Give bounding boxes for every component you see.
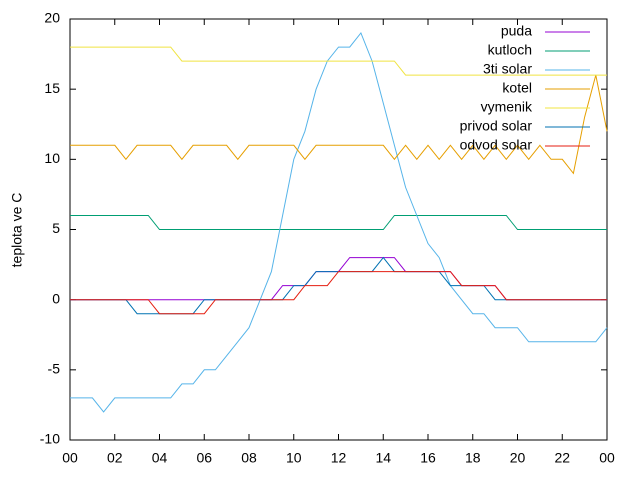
legend-label: puda	[501, 23, 532, 39]
legend-label: privod solar	[460, 118, 533, 134]
x-tick-label: 18	[465, 450, 481, 466]
legend-label: vymenik	[481, 99, 533, 115]
y-axis-label: teplota ve C	[9, 193, 25, 268]
y-tick-label: 10	[44, 150, 60, 166]
y-tick-label: 0	[52, 290, 60, 306]
x-tick-label: 20	[510, 450, 526, 466]
x-tick-label: 14	[375, 450, 391, 466]
x-tick-label: 12	[331, 450, 347, 466]
y-tick-label: 15	[44, 80, 60, 96]
y-tick-label: 5	[52, 220, 60, 236]
x-tick-label: 22	[554, 450, 570, 466]
legend-label: odvod solar	[460, 137, 533, 153]
x-tick-label: 08	[241, 450, 257, 466]
series-line	[70, 32, 608, 413]
x-tick-label: 10	[286, 450, 302, 466]
series-line	[70, 74, 608, 175]
y-tick-label: 20	[44, 10, 60, 26]
series-line	[70, 271, 607, 315]
x-tick-label: 02	[107, 450, 123, 466]
y-tick-label: -5	[48, 361, 61, 377]
series-line	[70, 46, 607, 76]
series-line	[70, 215, 607, 230]
legend-label: 3ti solar	[483, 61, 532, 77]
x-tick-label: 16	[420, 450, 436, 466]
x-tick-label: 00	[62, 450, 78, 466]
legend-label: kutloch	[488, 42, 532, 58]
x-tick-label: 04	[152, 450, 168, 466]
y-tick-label: -10	[40, 431, 60, 447]
x-tick-label: 00	[599, 450, 615, 466]
legend-label: kotel	[502, 80, 532, 96]
series-line	[70, 256, 607, 315]
x-tick-label: 06	[196, 450, 212, 466]
series-line	[70, 257, 607, 301]
